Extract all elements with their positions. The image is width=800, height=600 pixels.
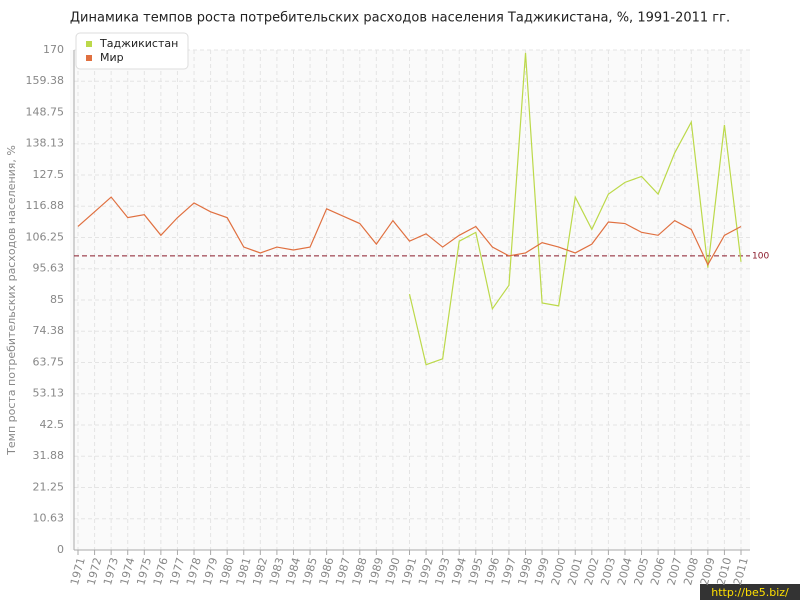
y-tick-label: 148.75 [26,106,65,119]
legend-swatch [86,55,92,61]
y-tick-label: 138.13 [26,137,65,150]
series-line [408,52,742,366]
y-tick-label: 127.5 [33,168,65,181]
y-tick-label: 85 [50,293,64,306]
y-tick-label: 10.63 [33,512,65,525]
y-tick-label: 0 [57,543,64,556]
y-tick-label: 159.38 [26,74,65,87]
y-tick-label: 95.63 [33,262,65,275]
y-tick-label: 106.25 [26,231,65,244]
legend-label: Таджикистан [99,37,178,50]
reference-label: 100 [752,251,769,261]
y-tick-label: 74.38 [33,324,65,337]
legend-swatch [86,41,92,47]
y-tick-label: 63.75 [33,356,65,369]
y-axis-label: Темп роста потребительских расходов насе… [5,145,18,456]
chart-title: Динамика темпов роста потребительских ра… [70,11,730,26]
y-tick-label: 42.5 [40,418,65,431]
y-tick-label: 53.13 [33,387,65,400]
legend-label: Мир [100,51,124,64]
y-tick-label: 170 [43,43,64,56]
watermark: http://be5.biz/ [711,586,789,599]
watermark-box [700,584,800,600]
y-tick-label: 21.25 [33,481,65,494]
legend [75,32,189,70]
series-line [77,196,742,267]
y-tick-label: 116.88 [26,199,65,212]
y-tick-label: 31.88 [33,449,65,462]
